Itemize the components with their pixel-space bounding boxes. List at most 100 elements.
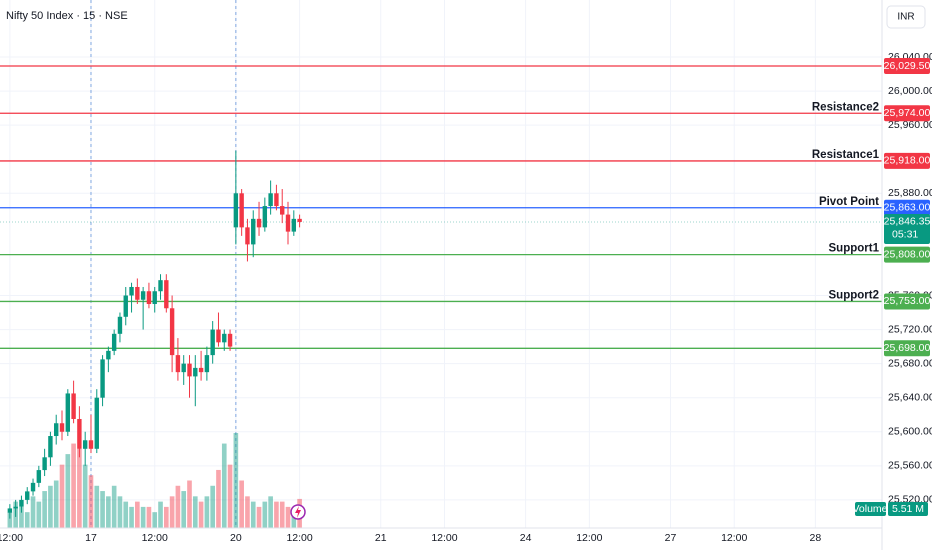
volume-bar [210, 485, 215, 528]
candle-body [25, 491, 30, 500]
candle-body [239, 193, 244, 228]
x-tick-label: 12:00 [576, 532, 602, 544]
candle-body [65, 393, 71, 432]
volume-bar [59, 464, 65, 528]
y-tick-label: 25,680.00 [888, 357, 932, 369]
candle-body [71, 393, 76, 419]
volume-bar [65, 454, 71, 528]
y-tick-label: 25,600.00 [888, 426, 932, 438]
candle-body [216, 329, 221, 343]
candle-body [123, 295, 128, 317]
level-name: Resistance2 [812, 101, 879, 113]
candle-body [274, 193, 279, 207]
volume-bar [77, 448, 82, 528]
lightning-icon[interactable] [290, 504, 306, 520]
volume-bar [71, 443, 76, 528]
candle-body [268, 193, 273, 207]
y-tick-label: 25,960.00 [888, 119, 932, 131]
volume-bar [227, 464, 233, 528]
candle-body [169, 308, 175, 356]
x-tick-label: 17 [85, 532, 97, 544]
level-label-box [884, 199, 930, 216]
chart-title: Nifty 50 Index · 15 · NSE [6, 10, 128, 22]
candle-body [245, 227, 250, 245]
level-label-box [884, 246, 930, 263]
level-label-box [884, 340, 930, 357]
candle-body [175, 355, 181, 373]
volume-bar [152, 512, 158, 528]
volume-bar [163, 506, 169, 528]
level-name: Pivot Point [819, 196, 879, 208]
plot [0, 0, 882, 528]
currency[interactable]: INR [897, 12, 914, 23]
candle-body [7, 508, 13, 513]
candle-body [280, 206, 285, 215]
last-price-label: 25,846.35 [884, 216, 931, 228]
y-tick-label: 25,720.00 [888, 323, 932, 335]
currency-button[interactable] [886, 5, 926, 29]
level-label: 25,753.00 [884, 295, 931, 307]
volume-bar [187, 480, 192, 528]
volume-bar [42, 491, 47, 528]
volume-bar [192, 496, 198, 528]
candle-body [181, 363, 186, 373]
volume-bar [111, 485, 117, 528]
level-label-box [884, 57, 930, 74]
level-label: 25,974.00 [884, 107, 931, 119]
candle-body [187, 363, 192, 377]
volume-bar [256, 506, 262, 528]
candle-body [77, 418, 82, 449]
candle-body [152, 291, 157, 305]
level-label: 25,808.00 [884, 248, 931, 260]
volume-bar [24, 512, 30, 528]
candle-body [158, 280, 163, 292]
candle-body [164, 280, 169, 309]
volume-bar [279, 501, 285, 528]
candle-body [140, 291, 146, 300]
candle-body [54, 423, 59, 437]
level-label: 25,918.00 [884, 155, 931, 167]
candle-body [135, 286, 140, 300]
volume-bar [135, 501, 140, 528]
y-tick-label: 26,000.00 [888, 85, 932, 97]
level-name: Support2 [829, 289, 879, 301]
volume-bar [7, 512, 13, 528]
volume-bar [169, 496, 175, 528]
x-tick-label: 24 [520, 532, 532, 544]
candle-body [88, 440, 94, 449]
candle-body [227, 333, 233, 347]
x-tick-label: 28 [810, 532, 822, 544]
volume-bar [291, 512, 297, 528]
x-tick-label: 20 [230, 532, 242, 544]
x-tick-label: 21 [375, 532, 387, 544]
volume-bar [245, 496, 250, 528]
candle-body [204, 355, 210, 373]
volume-bar [82, 464, 88, 528]
icon-bolt[interactable] [295, 506, 301, 518]
level-label: 26,029.50 [884, 60, 931, 72]
volume-bar [239, 480, 244, 528]
candle-body [30, 482, 36, 492]
volume-name-box [855, 502, 886, 516]
candle-body [233, 193, 239, 228]
countdown: 05:31 [892, 229, 918, 241]
volume-bar [88, 475, 94, 528]
level-label-box [884, 152, 930, 169]
level-name: Resistance1 [812, 149, 880, 161]
candle-body [42, 457, 47, 471]
volume-bar [233, 433, 239, 528]
volume-value: 5.51 M [892, 503, 924, 515]
candle-body [59, 423, 65, 432]
candle-body [251, 218, 256, 245]
volume-bar [129, 506, 134, 528]
volume-name: Volume [852, 503, 887, 515]
last-price-box [884, 213, 930, 244]
candle-body [82, 440, 88, 449]
volume-bar [250, 501, 256, 528]
candle-body [297, 218, 302, 222]
candle-body [210, 329, 215, 356]
x-tick-label: 12:00 [286, 532, 312, 544]
candle-body [256, 218, 262, 228]
level-label-box [884, 293, 930, 310]
